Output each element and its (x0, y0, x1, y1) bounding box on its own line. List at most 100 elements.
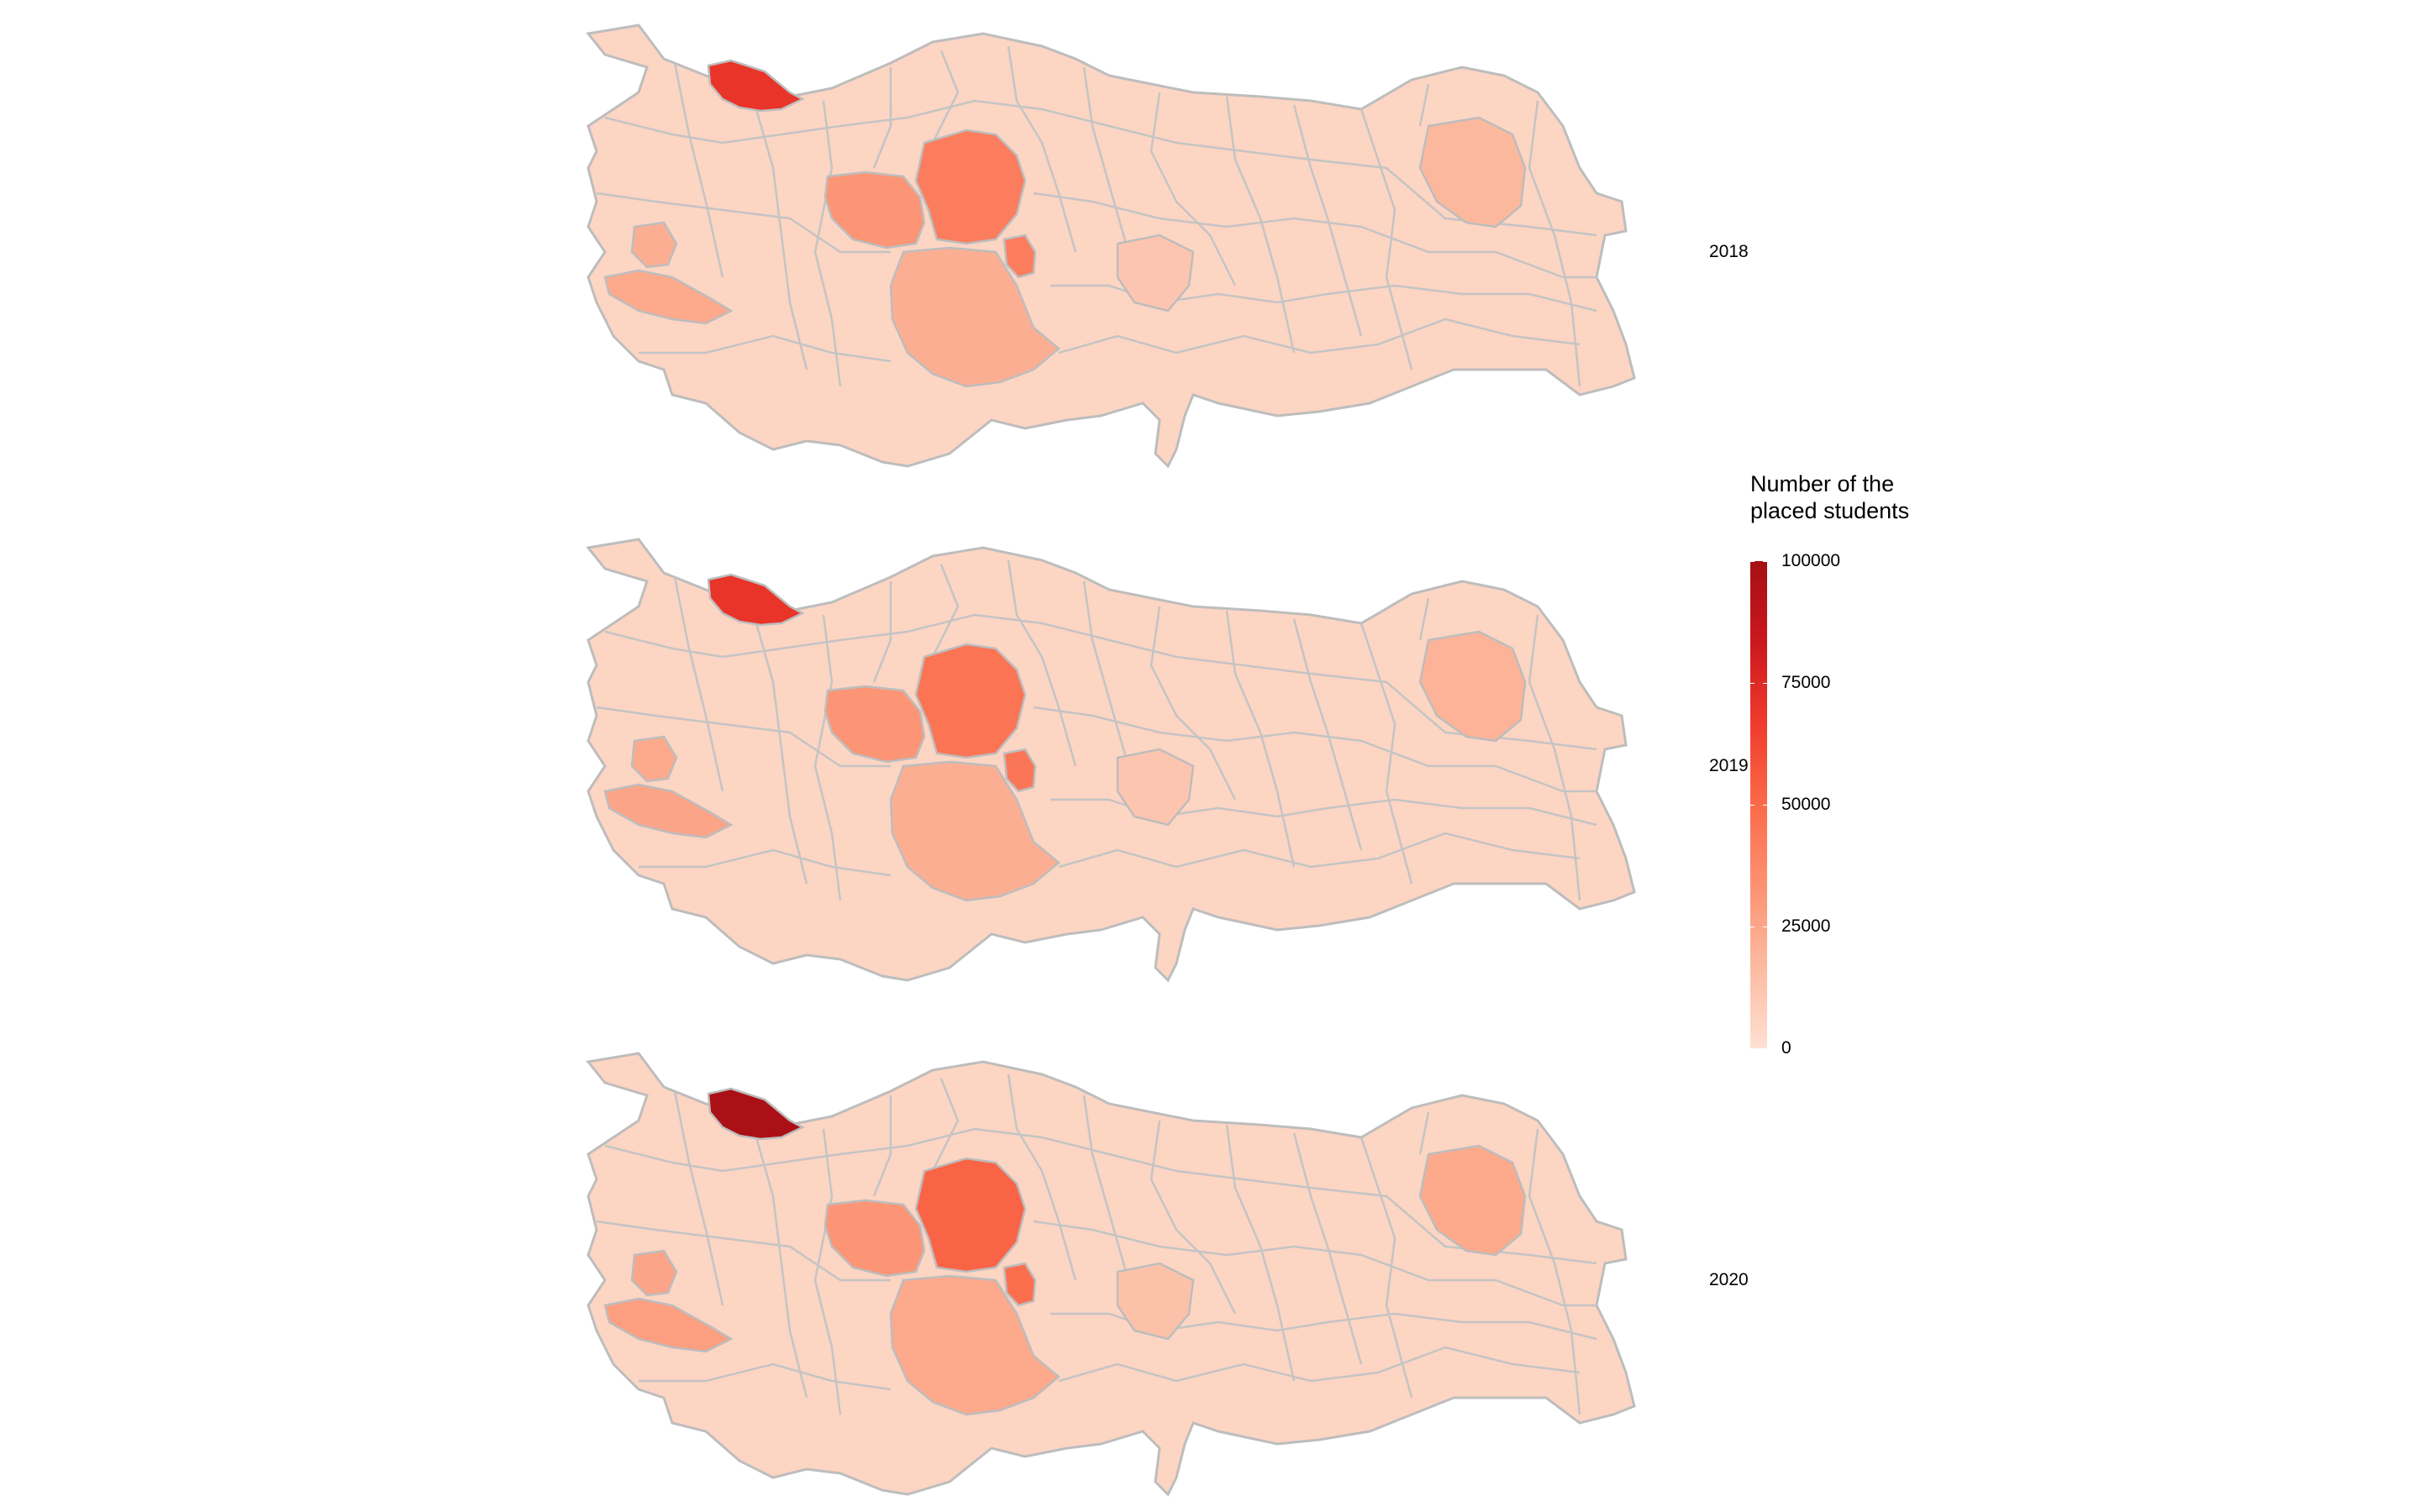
province-ankara (914, 643, 1027, 759)
province-ankara (914, 129, 1027, 245)
province-border (931, 1078, 960, 1172)
panel-label-2020: 2020 (1709, 1270, 1749, 1289)
province-border (1058, 832, 1581, 869)
map-panels (586, 24, 1636, 1497)
province-border (1418, 83, 1430, 127)
legend-tick-mark (1750, 683, 1754, 684)
province-border (1528, 1128, 1581, 1415)
province-border (1528, 614, 1581, 901)
province-border (1150, 1120, 1237, 1315)
province-kirikkale (1002, 1262, 1037, 1307)
legend-tick-mark (1763, 1048, 1767, 1049)
legend-tick-label: 25000 (1781, 916, 1831, 936)
province-border (604, 1127, 1597, 1265)
province-border (1418, 1111, 1430, 1155)
map-panel-2019 (586, 538, 1636, 983)
panel-label-2019: 2019 (1709, 756, 1749, 775)
color-legend: Number of the placed students 100000 7500… (1750, 470, 1969, 1075)
province-border (1360, 1137, 1413, 1399)
province-border (671, 1078, 724, 1306)
province-border (872, 581, 892, 683)
map-panel-2020 (586, 1052, 1636, 1497)
province-manisa (630, 1249, 678, 1297)
province-border (604, 99, 1597, 237)
legend-title: Number of the placed students (1750, 471, 1910, 523)
province-border (872, 67, 892, 169)
province-border (639, 848, 892, 877)
province-ankara (914, 1157, 1027, 1273)
province-eskisehir (823, 171, 926, 249)
province-border (872, 1095, 892, 1197)
province-border (671, 564, 724, 792)
province-border (931, 564, 960, 658)
province-border (1292, 104, 1363, 337)
legend-tick-mark (1750, 805, 1754, 806)
province-erzurum (1418, 1144, 1527, 1257)
province-kirikkale (1002, 748, 1037, 793)
province-border (1082, 1095, 1128, 1273)
province-istanbul (707, 1087, 805, 1141)
province-borders (596, 45, 1622, 387)
legend-tick-mark (1750, 561, 1754, 562)
province-border (813, 614, 842, 901)
province-border (755, 622, 808, 885)
province-border (1360, 108, 1413, 370)
province-border (931, 50, 960, 144)
province-konya (889, 246, 1060, 388)
province-border (1292, 1132, 1363, 1365)
province-erzurum (1418, 116, 1527, 228)
legend-tick-mark (1750, 1048, 1754, 1049)
province-border (1418, 597, 1430, 641)
province-eskisehir (823, 1199, 926, 1278)
panel-label-2018: 2018 (1709, 242, 1749, 261)
legend-tick-mark (1763, 561, 1767, 562)
legend-tick-mark (1763, 683, 1767, 684)
province-izmir (603, 269, 734, 325)
legend-tick-label: 100000 (1781, 551, 1841, 570)
province-malatya (1116, 234, 1195, 312)
province-border (1058, 318, 1581, 354)
province-border (1033, 192, 1622, 279)
province-border (1292, 618, 1363, 851)
province-malatya (1116, 748, 1195, 827)
legend-tick-label: 0 (1781, 1038, 1791, 1058)
legend-tick-mark (1763, 805, 1767, 806)
province-izmir (603, 1297, 734, 1353)
legend-tick-label: 75000 (1781, 673, 1831, 692)
province-border (1082, 66, 1128, 244)
province-border (596, 706, 891, 768)
province-eskisehir (823, 685, 926, 764)
province-kirikkale (1002, 234, 1037, 279)
province-izmir (603, 783, 734, 839)
province-istanbul (707, 573, 805, 627)
province-border (1033, 1220, 1622, 1307)
province-manisa (630, 221, 678, 269)
map-panel-2018 (586, 24, 1636, 469)
province-border (639, 334, 892, 363)
province-border (1033, 706, 1622, 793)
province-border (813, 100, 842, 387)
province-border (1150, 606, 1237, 801)
province-border (1007, 559, 1077, 767)
province-erzurum (1418, 630, 1527, 743)
province-border (671, 50, 724, 278)
province-border (639, 1362, 892, 1391)
province-border (1058, 1346, 1581, 1383)
province-border (1007, 1074, 1077, 1281)
province-border (1150, 92, 1237, 286)
province-istanbul (707, 59, 805, 113)
province-malatya (1116, 1262, 1195, 1341)
province-border (755, 1137, 808, 1399)
province-border (596, 1220, 891, 1282)
province-border (755, 108, 808, 370)
province-border (604, 613, 1597, 751)
province-border (813, 1128, 842, 1415)
province-konya (889, 1274, 1060, 1416)
legend-tick-label: 50000 (1781, 795, 1831, 814)
province-konya (889, 760, 1060, 902)
province-border (596, 192, 891, 254)
province-border (1360, 622, 1413, 885)
province-borders (596, 559, 1622, 901)
province-border (1007, 45, 1077, 253)
